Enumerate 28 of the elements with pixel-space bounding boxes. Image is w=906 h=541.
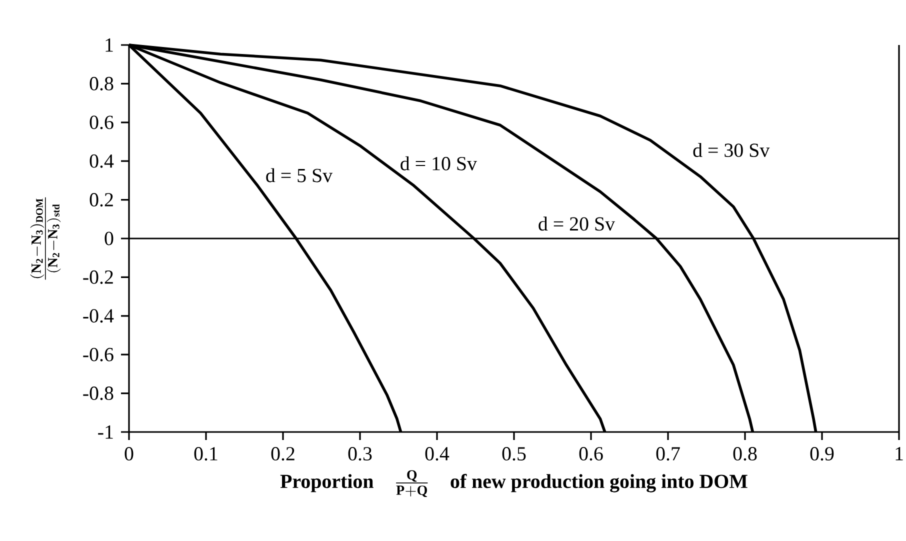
- y-tick-label: 0.2: [90, 193, 113, 207]
- y-tick-label: -0.2: [83, 270, 113, 284]
- x-tick-label: 0.6: [579, 447, 603, 461]
- y-tick-label: 0.6: [90, 116, 114, 130]
- x-tick-label: 0.3: [348, 447, 372, 461]
- x-tick-label: 0.7: [656, 447, 680, 461]
- series-label: d = 20 Sv: [538, 216, 616, 231]
- y-tick-label: -0.8: [83, 386, 114, 400]
- x-axis-title: $\textbf{Proportion}\quad\frac{\mathbf{Q}}{\mathbf{P + Q}}\quad\textbf{of new production going into DOM}$: [280, 470, 748, 498]
- x-tick-label: 0.2: [271, 447, 294, 461]
- x-tick-label: 0.5: [502, 447, 526, 461]
- x-tick-label: 0.9: [810, 447, 834, 461]
- x-tick-label: 0.1: [194, 447, 218, 461]
- y-tick-label: 1: [106, 38, 113, 52]
- x-tick-label: 0.8: [733, 447, 757, 461]
- y-tick-label: 0: [104, 232, 114, 246]
- y-tick-label: -1: [98, 425, 113, 439]
- y-tick-label: 0.8: [90, 76, 114, 90]
- series-label: d = 5 Sv: [266, 168, 333, 182]
- series-label: d = 30 Sv: [693, 142, 770, 158]
- x-tick-label: 0.4: [425, 447, 450, 461]
- y-axis-title: $\frac{(\mathbf{N_2 - N_3})_{\mathbf{DOM}}}{(\mathbf{N_2 - N_3})_{\mathbf{std}}}$: [30, 197, 61, 280]
- x-tick-label: 0: [124, 447, 134, 460]
- y-tick-label: 0.4: [90, 154, 114, 168]
- x-tick-label: 1: [896, 447, 903, 460]
- y-tick-label: -0.6: [83, 348, 114, 362]
- series-label: d = 10 Sv: [400, 156, 477, 170]
- y-tick-label: -0.4: [83, 309, 114, 323]
